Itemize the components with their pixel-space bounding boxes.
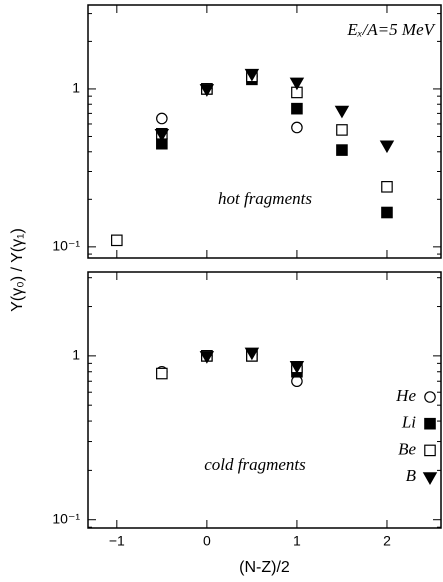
legend-label: Li: [401, 413, 416, 432]
marker: [334, 105, 350, 119]
y-tick-label: 1: [72, 80, 80, 96]
legend-label: Be: [398, 439, 416, 458]
marker: [424, 444, 436, 457]
marker: [111, 234, 123, 247]
marker: [336, 124, 348, 136]
marker: [244, 68, 260, 82]
legend-label: He: [395, 386, 416, 405]
marker: [199, 351, 215, 364]
x-tick-label: 2: [383, 533, 391, 549]
marker: [379, 140, 395, 154]
marker: [381, 181, 393, 193]
x-tick-label: 0: [203, 533, 211, 549]
legend-label: B: [406, 466, 417, 485]
y-tick-label: 1: [72, 347, 80, 363]
marker: [336, 144, 348, 156]
panel-label: cold fragments: [204, 455, 306, 474]
panel-label: hot fragments: [218, 189, 312, 208]
marker: [424, 391, 436, 403]
y-tick-label: 10⁻¹: [52, 238, 80, 254]
marker: [424, 417, 436, 430]
marker: [156, 112, 168, 125]
x-axis-label: (N-Z)/2: [239, 559, 290, 576]
plot-frame: [87, 271, 442, 529]
x-tick-label: 1: [293, 533, 301, 549]
marker: [422, 472, 438, 486]
marker: [289, 360, 305, 374]
marker: [289, 77, 305, 91]
x-tick-label: −1: [109, 533, 125, 549]
plot-frame: [87, 4, 442, 259]
marker: [199, 84, 215, 97]
marker: [291, 121, 303, 134]
y-tick-label: 10⁻¹: [52, 510, 80, 526]
marker: [291, 102, 303, 115]
annotation: Eₓ/A=5 MeV: [346, 20, 436, 39]
marker: [154, 128, 170, 142]
marker: [156, 367, 168, 380]
y-axis-label: Y(γ₀) / Y(γ₁): [9, 228, 26, 312]
marker: [381, 206, 393, 219]
marker: [244, 347, 260, 361]
marker: [291, 375, 303, 388]
